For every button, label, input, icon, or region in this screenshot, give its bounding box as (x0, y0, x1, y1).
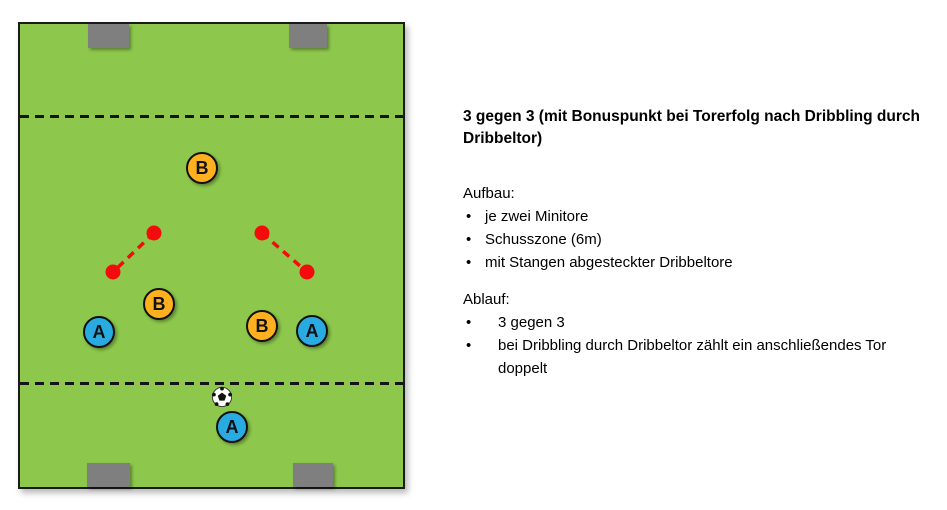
mini-goal (87, 463, 130, 487)
drill-section: Ablauf: • 3 gegen 3 • bei Dribbling durch Dr… (463, 288, 935, 380)
shooting-zone-line (20, 115, 403, 118)
bullet-text: bei Dribbling durch Dribbeltor zählt ein… (498, 337, 887, 377)
bullet-text: je zwei Minitore (485, 208, 589, 225)
bullet-text: 3 gegen 3 (498, 314, 565, 331)
bullet-glyph: • (466, 254, 472, 271)
drill-section: Aufbau: • je zwei Minitore • Schusszone (6m)… (463, 182, 935, 274)
bullet-glyph: • (466, 314, 472, 331)
mini-goal (88, 24, 129, 48)
player-marker-a: A (83, 316, 115, 348)
bullet-item: • Schusszone (6m) (463, 228, 935, 251)
bullet-text: mit Stangen abgesteckter Dribbeltore (485, 254, 733, 271)
dribble-gate-line (260, 231, 309, 274)
gate-pole-dot (254, 225, 270, 241)
bullet-glyph: • (466, 231, 472, 248)
mini-goal (289, 24, 327, 48)
soccer-ball-icon (211, 386, 233, 408)
bullet-item: • mit Stangen abgesteckter Dribbeltore (463, 251, 935, 274)
bullet-glyph: • (466, 208, 472, 225)
drill-sections: Aufbau: • je zwei Minitore • Schusszone (6m)… (463, 182, 935, 380)
dribble-gate-line (111, 231, 156, 274)
gate-pole-dot (105, 264, 121, 280)
section-heading: Aufbau: (463, 185, 515, 202)
player-marker-b: B (143, 288, 175, 320)
bullet-item: • je zwei Minitore (463, 205, 935, 228)
shooting-zone-line (20, 382, 403, 385)
drill-title: 3 gegen 3 (mit Bonuspunkt bei Torerfolg … (463, 108, 920, 147)
player-marker-a: A (216, 411, 248, 443)
gate-pole-dot (146, 225, 162, 241)
bullet-item: • 3 gegen 3 (463, 311, 935, 334)
info-panel: 3 gegen 3 (mit Bonuspunkt bei Torerfolg … (463, 106, 935, 380)
section-heading: Ablauf: (463, 291, 510, 308)
bullet-glyph: • (466, 337, 472, 354)
bullet-item: • bei Dribbling durch Dribbeltor zählt ei… (463, 334, 935, 380)
dribble-gates-layer (105, 225, 315, 280)
player-marker-a: A (296, 315, 328, 347)
mini-goal (293, 463, 333, 487)
bullet-text: Schusszone (6m) (485, 231, 602, 248)
player-marker-b: B (246, 310, 278, 342)
gate-pole-dot (299, 264, 315, 280)
player-marker-b: B (186, 152, 218, 184)
